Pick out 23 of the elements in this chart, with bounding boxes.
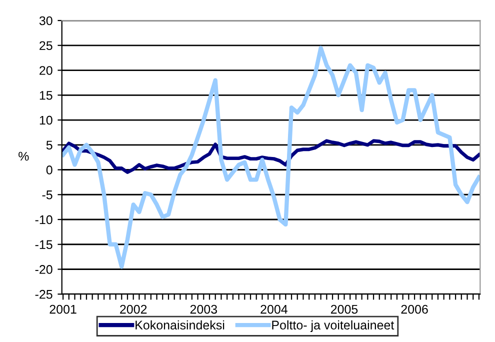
legend-label: Kokonaisindeksi [136, 320, 224, 330]
y-tick-label: -10 [35, 215, 52, 224]
y-tick-label: -5 [42, 190, 52, 200]
y-tick-label: 0 [46, 166, 52, 174]
x-tick-label: 2006 [401, 304, 428, 314]
x-tick-label: 2001 [50, 304, 76, 314]
x-tick-label: 2005 [330, 304, 358, 314]
legend-label: Poltto- ja voiteluaineet [272, 320, 394, 332]
y-tick-label: -25 [35, 290, 52, 299]
y-tick-label: 5 [46, 140, 52, 150]
x-tick-label: 2002 [120, 304, 147, 314]
y-tick-label: 30 [39, 16, 52, 26]
line-series [62, 139, 480, 174]
x-tick-label: 2004 [260, 304, 288, 314]
y-tick-label: 15 [40, 91, 52, 100]
line-series [62, 46, 480, 269]
y-tick-label: 20 [40, 66, 52, 75]
y-tick-label: 10 [40, 116, 52, 125]
x-tick-label: 2003 [190, 304, 217, 314]
y-tick-label: -15 [35, 240, 52, 250]
y-tick-label: 25 [40, 41, 52, 50]
y-tick-label: -20 [35, 265, 52, 274]
y-axis-title: % [18, 152, 29, 161]
